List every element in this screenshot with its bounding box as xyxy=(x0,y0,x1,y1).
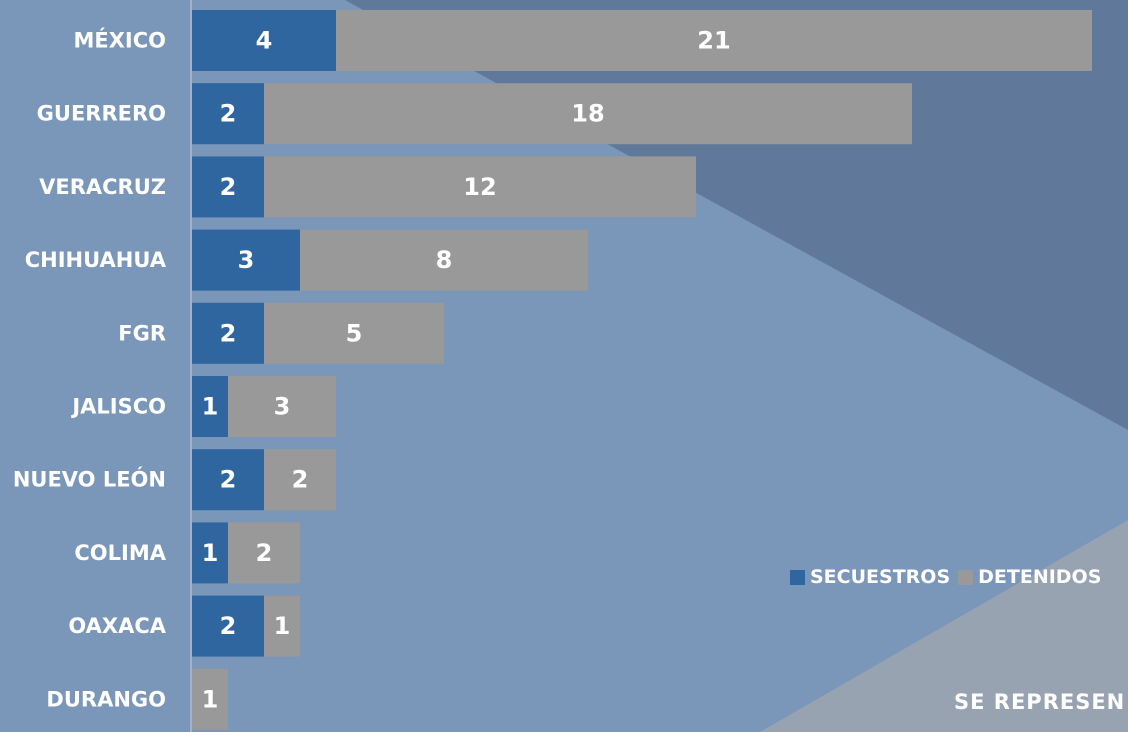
value-label-detenidos-chihuahua: 8 xyxy=(436,246,453,274)
category-label-oaxaca: OAXACA xyxy=(68,614,166,638)
value-label-detenidos-jalisco: 3 xyxy=(274,393,291,421)
value-label-secuestros-chihuahua: 3 xyxy=(238,246,255,274)
value-label-secuestros-colima: 1 xyxy=(202,539,219,567)
value-label-secuestros-guerrero: 2 xyxy=(220,100,237,128)
bar-detenidos-chihuahua xyxy=(300,229,588,291)
bar-detenidos-fgr xyxy=(264,302,444,364)
category-label-jalisco: JALISCO xyxy=(70,395,166,419)
value-label-secuestros-veracruz: 2 xyxy=(220,173,237,201)
bar-secuestros-mexico xyxy=(192,10,336,71)
value-label-detenidos-mexico: 21 xyxy=(697,27,730,55)
bar-detenidos-veracruz xyxy=(264,156,696,218)
footer-text: SE REPRESEN xyxy=(954,690,1126,714)
legend: SECUESTROS DETENIDOS xyxy=(790,566,1109,588)
value-label-detenidos-oaxaca: 1 xyxy=(274,612,291,640)
category-label-fgr: FGR xyxy=(118,321,166,345)
value-label-detenidos-durango: 1 xyxy=(202,685,219,713)
bar-detenidos-mexico xyxy=(336,10,1092,71)
bar-secuestros-chihuahua xyxy=(192,229,300,291)
category-label-veracruz: VERACRUZ xyxy=(39,175,166,199)
value-label-detenidos-colima: 2 xyxy=(256,539,273,567)
value-label-secuestros-fgr: 2 xyxy=(220,319,237,347)
background-gray-triangle xyxy=(760,520,1128,732)
legend-label-detenidos: DETENIDOS xyxy=(978,566,1102,588)
bar-detenidos-jalisco xyxy=(228,376,336,437)
bar-secuestros-guerrero xyxy=(192,83,264,145)
bar-detenidos-guerrero xyxy=(264,83,912,145)
bar-secuestros-jalisco xyxy=(192,376,228,437)
legend-swatch-secuestros xyxy=(790,569,805,585)
category-label-chihuahua: CHIHUAHUA xyxy=(25,248,167,272)
legend-swatch-detenidos xyxy=(958,569,974,585)
legend-item-secuestros: SECUESTROS xyxy=(790,566,950,588)
bar-secuestros-nuevo-leon xyxy=(192,449,264,511)
value-label-detenidos-nuevo-leon: 2 xyxy=(292,466,309,494)
bar-secuestros-veracruz xyxy=(192,156,264,218)
value-label-detenidos-fgr: 5 xyxy=(346,319,363,347)
legend-label-secuestros: SECUESTROS xyxy=(810,566,951,588)
bar-detenidos-durango xyxy=(192,668,228,730)
bar-detenidos-colima xyxy=(228,522,300,584)
value-label-secuestros-nuevo-leon: 2 xyxy=(220,466,237,494)
bar-secuestros-colima xyxy=(192,522,228,584)
value-label-secuestros-mexico: 4 xyxy=(256,27,273,55)
bar-secuestros-fgr xyxy=(192,302,264,364)
bar-secuestros-oaxaca xyxy=(192,595,264,657)
bars-group xyxy=(192,10,1092,730)
value-label-secuestros-jalisco: 1 xyxy=(202,393,219,421)
value-label-detenidos-veracruz: 12 xyxy=(463,173,496,201)
bar-detenidos-nuevo-leon xyxy=(264,449,336,511)
value-label-detenidos-guerrero: 18 xyxy=(571,100,604,128)
legend-item-detenidos: DETENIDOS xyxy=(958,566,1101,588)
category-label-mexico: MÉXICO xyxy=(73,28,166,53)
value-label-secuestros-oaxaca: 2 xyxy=(220,612,237,640)
category-label-colima: COLIMA xyxy=(74,541,166,565)
category-label-guerrero: GUERRERO xyxy=(37,102,166,126)
category-label-nuevo-leon: NUEVO LEÓN xyxy=(13,467,166,492)
category-label-durango: DURANGO xyxy=(46,687,166,711)
bar-detenidos-oaxaca xyxy=(264,595,300,657)
